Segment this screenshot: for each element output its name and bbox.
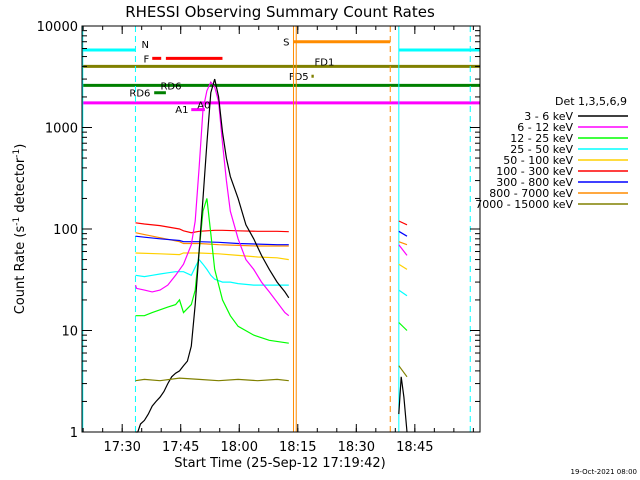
legend-label-800-7000-kev: 800 - 7000 keV [489,187,573,200]
series-line-50-100-kev [135,252,289,261]
series-line-7000-15000-kev [135,377,289,382]
chart-title: RHESSI Observing Summary Count Rates [125,3,435,21]
footer-date: 19-Oct-2021 08:00 [571,468,637,476]
y-tick-label-10000: 10000 [37,20,78,35]
x-axis-label: Start Time (25-Sep-12 17:19:42) [174,456,385,471]
late-series-line-4 [398,263,408,270]
series-lines [134,78,408,433]
late-series-line-7 [398,241,408,246]
y-label-exp-b: -1 [12,149,22,158]
legend-title: Det 1,3,5,6,9 [555,95,627,108]
series-line-25-50-kev [135,258,289,286]
y-tick-label-10: 10 [61,325,78,340]
late-series-line-8 [398,365,408,378]
late-series-line-2 [398,322,408,331]
x-tick-label-18-00: 18:00 [221,440,258,455]
late-series-line-5 [398,220,408,226]
series-line-6-12-kev [134,80,290,317]
x-tick-label-17-30: 17:30 [103,440,140,455]
y-tick-label-1000: 1000 [45,122,78,137]
flag-label-a1-7: A1 [175,105,188,116]
legend-label-300-800-kev: 300 - 800 keV [496,176,573,189]
flag-label-rd6-5: RD6 [160,81,181,92]
flag-label-fd5-4: FD5 [289,72,309,83]
late-series-line-3 [398,289,408,297]
legend-label-7000-15000-kev: 7000 - 15000 keV [475,198,573,211]
legend-label-3-6-kev: 3 - 6 keV [524,110,573,123]
y-axis-label: Count Rate (s-1 detector-1) [12,144,28,315]
flag-label-fd1-3: FD1 [315,57,335,68]
legend-label-50-100-kev: 50 - 100 keV [503,154,573,167]
flag-label-n-0: N [141,40,148,51]
series-line-300-800-kev [135,235,289,246]
flag-label-f-1: F [143,54,149,65]
series-line-100-300-kev [135,222,289,234]
axis-ticks: 17:30 17:45 18:00 18:15 18:30 18:45 1 10 100 1000… [37,20,480,455]
late-series-line-1 [398,244,408,256]
y-label-part-a: Count Rate (s [13,226,28,315]
x-tick-label-17-45: 17:45 [162,440,199,455]
late-series-line-6 [398,230,408,237]
legend-label-12-25-kev: 12 - 25 keV [510,132,573,145]
y-label-part-b: detector [13,157,28,217]
flag-label-rd6-6: RD6 [129,89,150,100]
legend-label-6-12-kev: 6 - 12 keV [517,121,573,134]
y-label-exp-a: -1 [12,217,22,226]
x-tick-label-18-45: 18:45 [396,440,433,455]
legend-label-100-300-kev: 100 - 300 keV [496,165,573,178]
y-tick-label-1: 1 [70,426,78,441]
x-tick-label-18-15: 18:15 [279,440,316,455]
flag-label-s-2: S [283,38,289,49]
x-tick-label-18-30: 18:30 [338,440,375,455]
y-tick-label-100: 100 [53,223,78,238]
y-label-part-c: ) [13,144,28,149]
late-series-line-0 [398,376,408,433]
legend-label-25-50-kev: 25 - 50 keV [510,143,573,156]
series-line-3-6-kev [135,78,290,433]
